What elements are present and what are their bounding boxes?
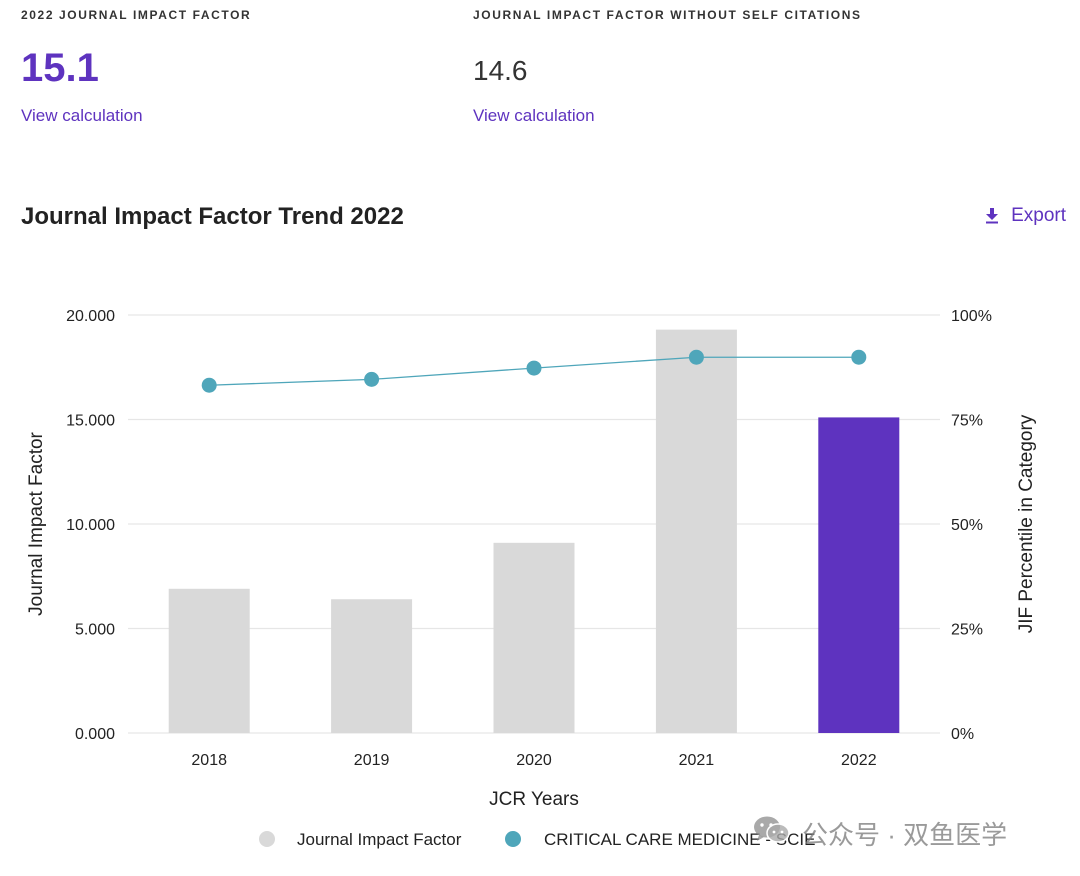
chart-section-title: Journal Impact Factor Trend 2022 [21,203,404,230]
jif-without-self-citations-metric: JOURNAL IMPACT FACTOR WITHOUT SELF CITAT… [473,8,862,126]
y-tick-label: 10.000 [66,517,115,534]
export-label: Export [1011,205,1066,226]
x-tick-label: 2021 [679,752,715,769]
y-tick-label: 20.000 [66,308,115,325]
legend-label-journal-impact-factor: Journal Impact Factor [297,830,462,849]
metric-value: 14.6 [473,55,528,86]
export-button[interactable]: Export [985,205,1066,227]
view-calculation-link[interactable]: View calculation [21,106,143,125]
y2-tick-label: 25% [951,622,983,639]
y-axis-title: Journal Impact Factor [26,431,47,615]
percentile-point-2021 [688,349,704,365]
bar-2022 [818,417,900,733]
bar-2018 [168,588,250,733]
x-tick-label: 2018 [191,752,227,769]
y-tick-label: 5.000 [75,622,115,639]
legend-swatch-journal-impact-factor [259,831,275,847]
x-axis-title: JCR Years [489,789,579,810]
x-tick-label: 2019 [354,752,390,769]
bar-2021 [655,329,737,733]
percentile-point-2019 [364,371,380,387]
percentile-point-2020 [526,360,542,376]
bar-2020 [493,542,575,733]
view-calculation-link[interactable]: View calculation [473,106,595,125]
percentile-point-2022 [851,349,867,365]
journal-impact-factor-metric: 2022 JOURNAL IMPACT FACTOR 15.1 View cal… [21,8,251,126]
download-icon [985,208,999,224]
percentile-point-2018 [201,377,217,393]
legend-swatch-category-percentile [505,831,521,847]
y-tick-label: 15.000 [66,413,115,430]
y2-tick-label: 75% [951,413,983,430]
y-tick-label: 0.000 [75,726,115,743]
x-tick-label: 2022 [841,752,877,769]
legend-label-category-percentile: CRITICAL CARE MEDICINE - SCIE [544,830,815,849]
metric-value: 15.1 [21,46,99,90]
bar-2019 [331,599,413,733]
y2-tick-label: 100% [951,308,992,325]
y2-tick-label: 50% [951,517,983,534]
metric-label: 2022 JOURNAL IMPACT FACTOR [21,8,252,22]
metric-label: JOURNAL IMPACT FACTOR WITHOUT SELF CITAT… [473,8,862,22]
x-tick-label: 2020 [516,752,552,769]
y2-axis-title: JIF Percentile in Category [1016,414,1037,633]
y2-tick-label: 0% [951,726,974,743]
